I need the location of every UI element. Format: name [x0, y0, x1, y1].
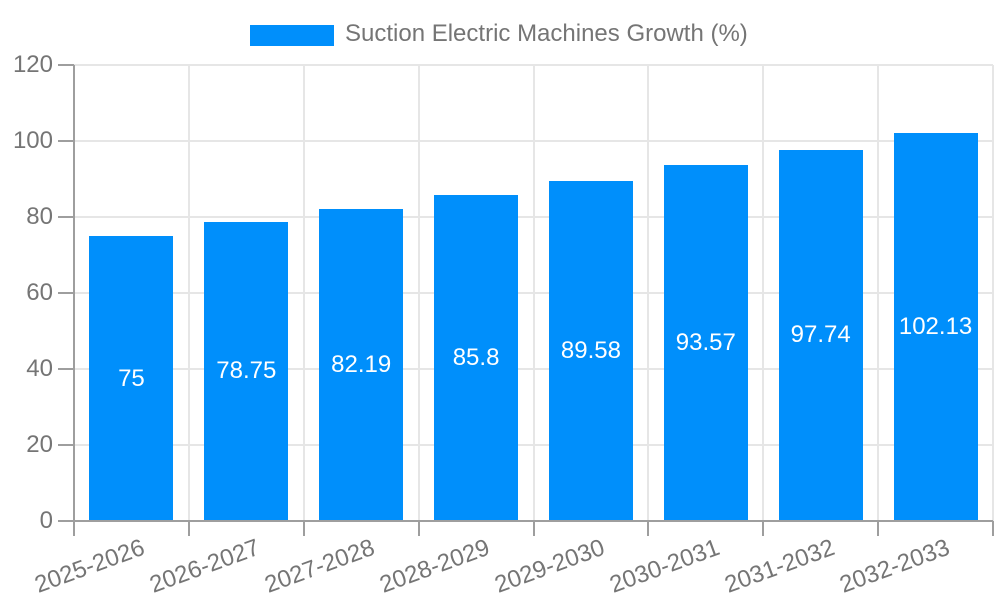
- bar-value-label: 102.13: [898, 312, 973, 340]
- bar-value-label: 93.57: [675, 329, 736, 357]
- bar-value-label: 89.58: [560, 336, 621, 364]
- y-axis-label: 80: [26, 203, 53, 230]
- v-gridline: [417, 65, 420, 521]
- bar[interactable]: 102.13: [893, 132, 978, 521]
- bar[interactable]: 89.58: [548, 180, 633, 521]
- y-axis-tick: [58, 140, 74, 142]
- y-axis-tick: [58, 64, 74, 66]
- bar-value-label: 85.8: [452, 343, 500, 371]
- v-gridline: [647, 65, 650, 521]
- y-axis-tick: [58, 444, 74, 446]
- bar-value-label: 97.74: [790, 321, 851, 349]
- bar[interactable]: 78.75: [204, 221, 289, 521]
- y-axis-label: 120: [12, 51, 53, 78]
- v-gridline: [762, 65, 765, 521]
- y-axis-label: 100: [12, 127, 53, 154]
- y-axis-tick: [58, 292, 74, 294]
- v-gridline: [992, 65, 994, 521]
- bar-value-label: 78.75: [216, 357, 277, 385]
- v-gridline: [532, 65, 535, 521]
- bar-value-label: 82.19: [331, 350, 392, 378]
- bar[interactable]: 93.57: [663, 165, 748, 521]
- y-axis-label: 60: [26, 279, 53, 306]
- bar[interactable]: 85.8: [434, 194, 519, 521]
- x-axis-tick: [647, 521, 650, 536]
- y-axis-tick: [58, 368, 74, 370]
- x-axis-tick: [532, 521, 535, 536]
- y-axis-label: 20: [26, 431, 53, 458]
- y-axis-line: [73, 65, 75, 536]
- y-axis-tick: [58, 216, 74, 218]
- x-axis-tick: [762, 521, 765, 536]
- x-axis-tick: [187, 521, 190, 536]
- v-gridline: [877, 65, 880, 521]
- x-axis-tick: [417, 521, 420, 536]
- x-axis-tick: [302, 521, 305, 536]
- v-gridline: [302, 65, 305, 521]
- y-axis-label: 0: [39, 507, 53, 534]
- bar[interactable]: 75: [89, 236, 174, 521]
- v-gridline: [187, 65, 190, 521]
- legend-swatch[interactable]: [250, 25, 334, 46]
- x-axis-tick: [992, 521, 994, 536]
- legend-label[interactable]: Suction Electric Machines Growth (%): [345, 20, 748, 47]
- bar[interactable]: 82.19: [319, 208, 404, 521]
- bar[interactable]: 97.74: [778, 149, 863, 521]
- x-axis-tick: [877, 521, 880, 536]
- x-axis-line: [58, 520, 993, 522]
- y-axis-label: 40: [26, 355, 53, 382]
- bar-value-label: 75: [118, 364, 145, 392]
